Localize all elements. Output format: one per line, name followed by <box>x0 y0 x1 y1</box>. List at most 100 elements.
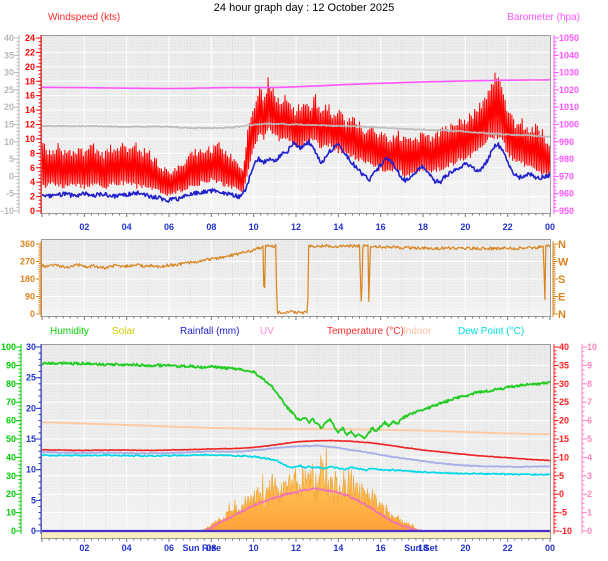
svg-text:25: 25 <box>559 397 569 407</box>
svg-text:18: 18 <box>418 543 428 553</box>
svg-text:950: 950 <box>559 206 574 216</box>
svg-text:18: 18 <box>418 222 428 232</box>
svg-text:00: 00 <box>545 222 555 232</box>
svg-text:20: 20 <box>25 62 35 72</box>
svg-text:270: 270 <box>20 257 35 267</box>
svg-text:990: 990 <box>559 137 574 147</box>
svg-text:10: 10 <box>559 452 569 462</box>
svg-text:Sun Set: Sun Set <box>404 543 438 553</box>
svg-text:W: W <box>558 257 569 269</box>
svg-text:980: 980 <box>559 154 574 164</box>
svg-text:0: 0 <box>11 526 16 536</box>
svg-text:970: 970 <box>559 171 574 181</box>
svg-text:N: N <box>558 239 566 251</box>
svg-text:1040: 1040 <box>559 50 579 60</box>
svg-text:4: 4 <box>587 452 592 462</box>
svg-text:08: 08 <box>206 543 216 553</box>
svg-text:10: 10 <box>587 342 597 352</box>
svg-text:14: 14 <box>25 105 35 115</box>
svg-text:16: 16 <box>376 222 386 232</box>
svg-text:10: 10 <box>25 134 35 144</box>
svg-text:22: 22 <box>503 222 513 232</box>
svg-text:0: 0 <box>559 489 564 499</box>
svg-text:12: 12 <box>25 120 35 130</box>
svg-text:0: 0 <box>587 526 592 536</box>
svg-text:30: 30 <box>26 342 36 352</box>
svg-text:00: 00 <box>545 543 555 553</box>
svg-text:60: 60 <box>6 416 16 426</box>
svg-text:1030: 1030 <box>559 68 579 78</box>
svg-text:4: 4 <box>30 177 35 187</box>
svg-text:30: 30 <box>6 471 16 481</box>
svg-text:6: 6 <box>30 163 35 173</box>
page-title: 24 hour graph day : 12 October 2025 <box>213 2 395 14</box>
legend-temperature: Temperature (°C) <box>327 326 404 337</box>
svg-text:10: 10 <box>26 465 36 475</box>
svg-text:20: 20 <box>460 222 470 232</box>
svg-text:35: 35 <box>559 360 569 370</box>
svg-text:22: 22 <box>503 543 513 553</box>
svg-text:14: 14 <box>333 222 343 232</box>
svg-text:22: 22 <box>25 47 35 57</box>
svg-text:1050: 1050 <box>559 33 579 43</box>
svg-text:12: 12 <box>291 222 301 232</box>
svg-text:1000: 1000 <box>559 120 579 130</box>
legend-uv: UV <box>260 326 274 337</box>
svg-text:15: 15 <box>559 434 569 444</box>
legend-humidity: Humidity <box>50 326 89 337</box>
svg-text:6: 6 <box>587 416 592 426</box>
svg-text:8: 8 <box>30 148 35 158</box>
svg-text:25: 25 <box>4 85 14 95</box>
svg-text:5: 5 <box>559 471 564 481</box>
svg-text:-5: -5 <box>559 508 567 518</box>
svg-text:100: 100 <box>1 342 16 352</box>
svg-text:1: 1 <box>587 508 592 518</box>
svg-text:18: 18 <box>25 76 35 86</box>
svg-text:Sun Rise: Sun Rise <box>183 543 222 553</box>
svg-text:-10: -10 <box>559 526 572 536</box>
svg-text:15: 15 <box>26 434 36 444</box>
svg-text:30: 30 <box>4 68 14 78</box>
svg-text:2: 2 <box>30 192 35 202</box>
svg-text:0: 0 <box>30 309 35 319</box>
legend-dew-point: Dew Point (°C) <box>458 326 525 337</box>
svg-text:50: 50 <box>6 434 16 444</box>
svg-text:30: 30 <box>559 379 569 389</box>
svg-text:7: 7 <box>587 397 592 407</box>
svg-text:90: 90 <box>6 360 16 370</box>
svg-text:3: 3 <box>587 471 592 481</box>
svg-text:10: 10 <box>4 137 14 147</box>
svg-text:06: 06 <box>164 543 174 553</box>
legend-rainfall: Rainfall (mm) <box>180 326 240 337</box>
svg-text:1020: 1020 <box>559 85 579 95</box>
svg-text:20: 20 <box>4 102 14 112</box>
svg-text:10: 10 <box>6 508 16 518</box>
svg-text:10: 10 <box>249 222 259 232</box>
svg-text:15: 15 <box>4 120 14 130</box>
svg-text:1010: 1010 <box>559 102 579 112</box>
svg-text:S: S <box>558 274 565 286</box>
svg-text:180: 180 <box>20 274 35 284</box>
svg-text:5: 5 <box>31 495 36 505</box>
svg-text:2: 2 <box>587 489 592 499</box>
svg-text:0: 0 <box>31 526 36 536</box>
svg-text:70: 70 <box>6 397 16 407</box>
svg-text:-5: -5 <box>6 189 14 199</box>
svg-text:20: 20 <box>559 416 569 426</box>
barometer-axis-title: Barometer (hpa) <box>507 12 580 23</box>
svg-text:40: 40 <box>559 342 569 352</box>
svg-text:9: 9 <box>587 360 592 370</box>
svg-text:16: 16 <box>376 543 386 553</box>
svg-text:90: 90 <box>25 292 35 302</box>
svg-text:E: E <box>558 292 565 304</box>
svg-text:14: 14 <box>333 543 343 553</box>
svg-text:02: 02 <box>79 543 89 553</box>
svg-text:25: 25 <box>26 373 36 383</box>
svg-text:12: 12 <box>291 543 301 553</box>
svg-text:N: N <box>558 309 566 321</box>
svg-text:-10: -10 <box>1 206 14 216</box>
svg-text:960: 960 <box>559 189 574 199</box>
svg-text:10: 10 <box>249 543 259 553</box>
